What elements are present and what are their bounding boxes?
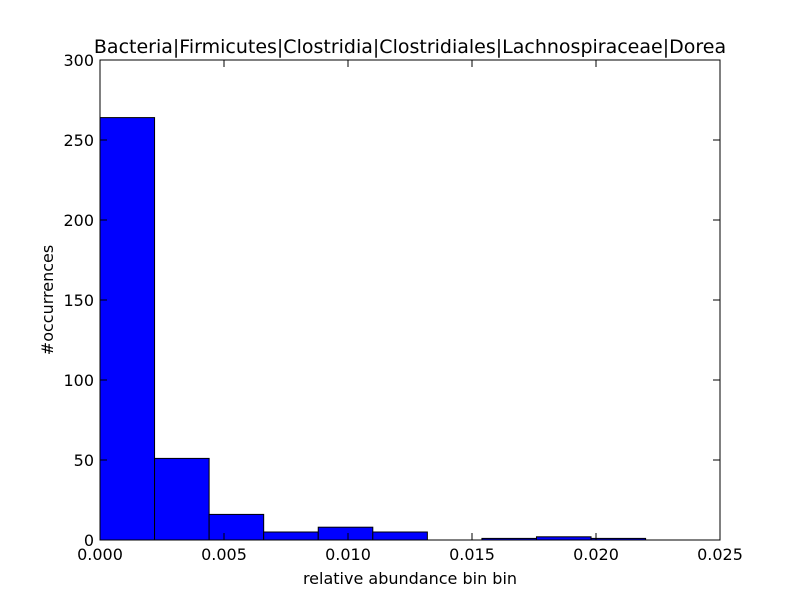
x-tick-label-5: 0.025 <box>697 545 743 564</box>
histogram-bar-0 <box>99 117 156 541</box>
y-tick-label-3: 150 <box>63 291 94 310</box>
y-tick-label-2: 100 <box>63 371 94 390</box>
plot-area-frame <box>99 59 721 541</box>
x-tick-label-4: 0.020 <box>573 545 619 564</box>
histogram-bar-3 <box>263 531 319 541</box>
x-axis-title: relative abundance bin bin <box>303 569 517 588</box>
y-tick-label-1: 50 <box>74 451 94 470</box>
ticks-group: 0.000 0.005 0.010 0.015 0.020 0.025 0 50 100 150 2… <box>63 51 742 564</box>
y-tick-label-0: 0 <box>84 531 94 550</box>
y-tick-label-5: 250 <box>63 131 94 150</box>
histogram-bar-2 <box>208 513 265 541</box>
y-tick-label-6: 300 <box>63 51 94 70</box>
x-tick-label-2: 0.010 <box>325 545 371 564</box>
chart-title: Bacteria|Firmicutes|Clostridia|Clostridi… <box>94 36 726 58</box>
histogram-bar-4 <box>317 526 374 541</box>
x-tick-label-0: 0.000 <box>77 545 123 564</box>
x-tick-label-3: 0.015 <box>449 545 495 564</box>
y-tick-label-4: 200 <box>63 211 94 230</box>
histogram-bar-1 <box>154 457 210 541</box>
bars-group <box>99 117 647 541</box>
x-tick-label-1: 0.005 <box>201 545 247 564</box>
histogram-bar-5 <box>372 531 428 541</box>
y-axis-title: #occurrences <box>38 245 57 355</box>
